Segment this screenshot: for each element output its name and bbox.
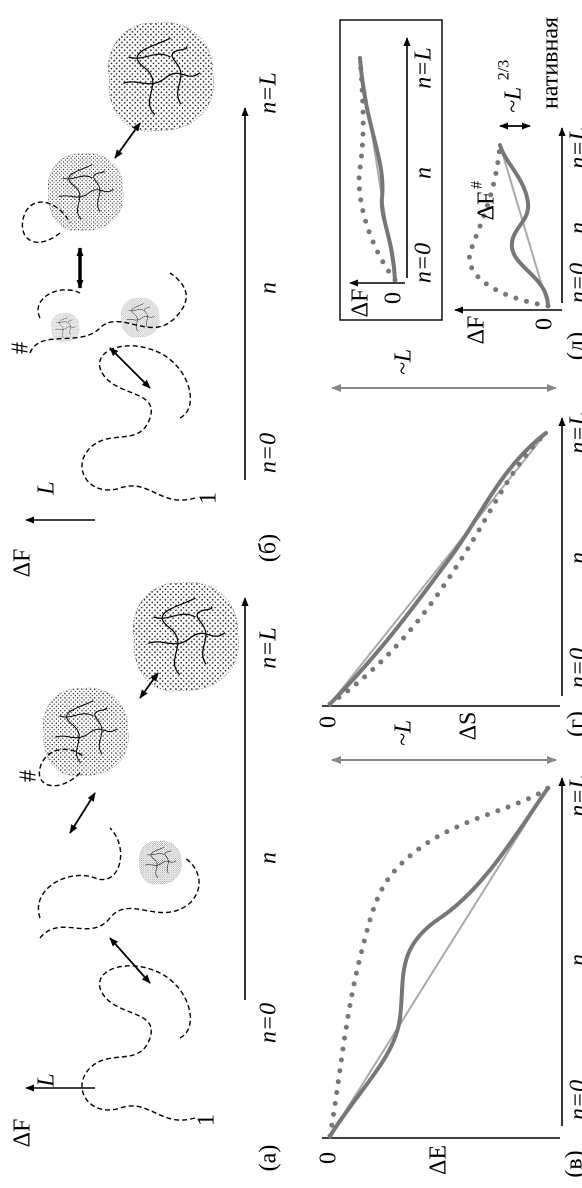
x-end-label: n=L xyxy=(566,127,582,169)
transition-arrow xyxy=(70,793,95,833)
transition-arrow xyxy=(110,938,150,983)
y-axis-label: ΔE xyxy=(426,1145,452,1175)
x-mid-label: n xyxy=(256,282,282,294)
unfolded-chain xyxy=(82,966,195,1120)
panel-label: (г) xyxy=(564,711,582,737)
inset-y-axis-label: ΔF xyxy=(348,289,374,318)
zero-label: 0 xyxy=(316,1152,342,1164)
x-mid-label: n xyxy=(566,552,582,564)
intermediate-globule xyxy=(48,153,123,231)
figure: ΔF n=0 n n=L (а) L 1 # ΔF n=0 n n=L (б) … xyxy=(0,0,582,1188)
x-end-label: n=L xyxy=(566,775,582,817)
ts-nucleus xyxy=(121,298,159,337)
range-label: ~L xyxy=(391,720,417,746)
ts-label: # xyxy=(8,342,34,354)
x-mid-label: n xyxy=(256,852,282,864)
gap-label: ~L xyxy=(501,87,527,113)
native-state-label: нативная xyxy=(538,17,564,109)
x-end-label: n=L xyxy=(256,72,282,114)
intermediate-chain xyxy=(38,828,199,938)
intermediate-core xyxy=(139,841,181,884)
residue-label: 1 xyxy=(194,1114,220,1126)
ts-chain xyxy=(30,273,186,353)
ts-nucleus xyxy=(51,313,79,342)
x-end-label: n=L xyxy=(256,627,282,669)
x-mid-label: n xyxy=(566,222,582,234)
transition-arrow xyxy=(110,348,150,388)
panel-label: (б) xyxy=(256,534,282,562)
y-axis-label: ΔF xyxy=(10,549,36,578)
range-label: ~L xyxy=(391,349,417,375)
y-axis-label: ΔF xyxy=(464,316,490,345)
inset-x-start-label: n=0 xyxy=(411,243,437,283)
gap-exponent: 2/3 xyxy=(496,60,513,80)
chain-length-label: L xyxy=(34,481,60,495)
barrier-label: ΔF xyxy=(474,192,500,221)
inset-x-mid-label: n xyxy=(411,167,437,179)
panel-label: (д) xyxy=(564,332,582,360)
native-globule xyxy=(133,582,238,691)
zero-label: 0 xyxy=(316,716,342,728)
x-mid-label: n xyxy=(566,954,582,966)
panel-a: ΔF n=0 n n=L (а) L 1 # xyxy=(10,582,282,1171)
x-start-label: n=0 xyxy=(566,263,582,303)
linear-curve xyxy=(330,788,548,1136)
panel-d: ΔF 0 n=0 n n=L (д) ΔF # ~L 2/3 нативная … xyxy=(340,17,582,360)
panel-label: (а) xyxy=(256,1145,282,1172)
ts-label: # xyxy=(16,770,42,782)
zero-label: 0 xyxy=(532,318,558,330)
inset-zero-label: 0 xyxy=(381,292,407,304)
inset-x-end-label: n=L xyxy=(411,47,437,89)
chain-length-label: L xyxy=(34,1073,60,1087)
inset: ΔF 0 n=0 n n=L xyxy=(340,20,442,320)
residue-label: 1 xyxy=(196,492,222,504)
ts-globule xyxy=(43,688,128,776)
panel-label: (в) xyxy=(562,1150,582,1177)
x-start-label: n=0 xyxy=(256,433,282,473)
y-axis-label: ΔF xyxy=(10,1119,36,1148)
panel-b: ΔF n=0 n n=L (б) L 1 # xyxy=(8,22,282,577)
x-end-label: n=L xyxy=(566,412,582,454)
page: {"panels":{ "a":{"label":"(а)","y_axis":… xyxy=(0,0,582,1188)
barrier-mark: # xyxy=(469,181,486,189)
y-axis-label: ΔS xyxy=(456,712,482,741)
native-globule xyxy=(108,22,213,131)
x-start-label: n=0 xyxy=(566,648,582,688)
x-start-label: n=0 xyxy=(566,1080,582,1120)
panel-v: ΔE 0 n=0 n n=L (в) ~L xyxy=(316,720,582,1178)
x-start-label: n=0 xyxy=(256,1003,282,1043)
panel-g: ΔS 0 n=0 n n=L (г) ~L xyxy=(316,349,582,741)
rotated-figure: ΔF n=0 n n=L (а) L 1 # ΔF n=0 n n=L (б) … xyxy=(8,17,582,1178)
unfolded-chain xyxy=(82,346,195,500)
